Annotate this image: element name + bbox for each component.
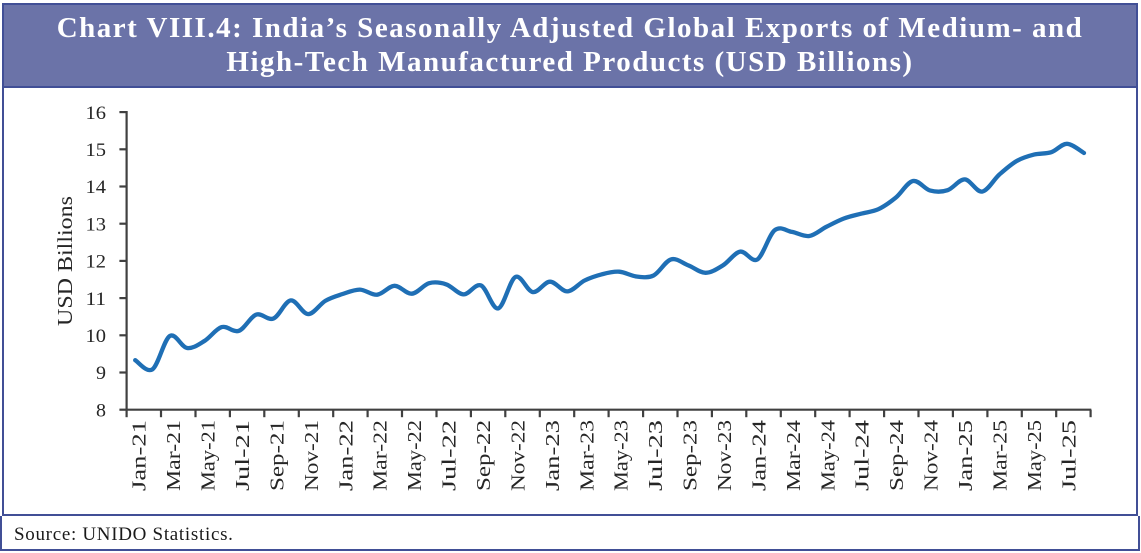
svg-text:Sep-24: Sep-24 — [886, 420, 908, 491]
svg-text:Jul-22: Jul-22 — [439, 420, 461, 491]
svg-text:Mar-23: Mar-23 — [576, 420, 598, 491]
svg-text:Jul-25: Jul-25 — [1058, 420, 1080, 491]
svg-text:Mar-24: Mar-24 — [783, 420, 805, 491]
svg-text:May-23: May-23 — [611, 420, 633, 491]
svg-text:9: 9 — [96, 363, 106, 384]
svg-text:Sep-23: Sep-23 — [680, 420, 702, 491]
svg-text:Nov-23: Nov-23 — [714, 420, 736, 491]
svg-text:May-22: May-22 — [404, 420, 426, 491]
svg-text:Nov-24: Nov-24 — [921, 420, 943, 491]
svg-text:Jan-23: Jan-23 — [542, 420, 564, 491]
svg-text:Jul-23: Jul-23 — [645, 420, 667, 491]
svg-text:12: 12 — [86, 252, 107, 273]
svg-text:Mar-22: Mar-22 — [370, 420, 392, 491]
svg-text:Jan-24: Jan-24 — [748, 420, 770, 491]
svg-text:10: 10 — [86, 326, 107, 347]
svg-text:15: 15 — [86, 140, 107, 161]
svg-text:16: 16 — [86, 103, 107, 124]
svg-text:14: 14 — [86, 177, 107, 198]
svg-text:Jan-21: Jan-21 — [129, 420, 151, 491]
svg-text:Mar-21: Mar-21 — [163, 420, 185, 491]
svg-text:May-21: May-21 — [198, 420, 220, 491]
svg-text:Jul-21: Jul-21 — [232, 420, 254, 491]
svg-text:Sep-22: Sep-22 — [473, 420, 495, 491]
svg-text:11: 11 — [86, 289, 107, 310]
svg-text:May-24: May-24 — [817, 420, 839, 491]
svg-text:13: 13 — [86, 214, 107, 235]
svg-text:Nov-22: Nov-22 — [507, 420, 529, 491]
svg-text:Mar-25: Mar-25 — [990, 420, 1012, 491]
svg-text:8: 8 — [96, 400, 106, 421]
svg-text:USD Billions: USD Billions — [53, 196, 77, 326]
svg-text:May-25: May-25 — [1024, 420, 1046, 491]
svg-text:Nov-21: Nov-21 — [301, 420, 323, 491]
svg-text:Jan-22: Jan-22 — [335, 420, 357, 491]
svg-text:Jul-24: Jul-24 — [852, 420, 874, 491]
svg-text:Sep-21: Sep-21 — [266, 420, 288, 491]
svg-text:Jan-25: Jan-25 — [955, 420, 977, 491]
